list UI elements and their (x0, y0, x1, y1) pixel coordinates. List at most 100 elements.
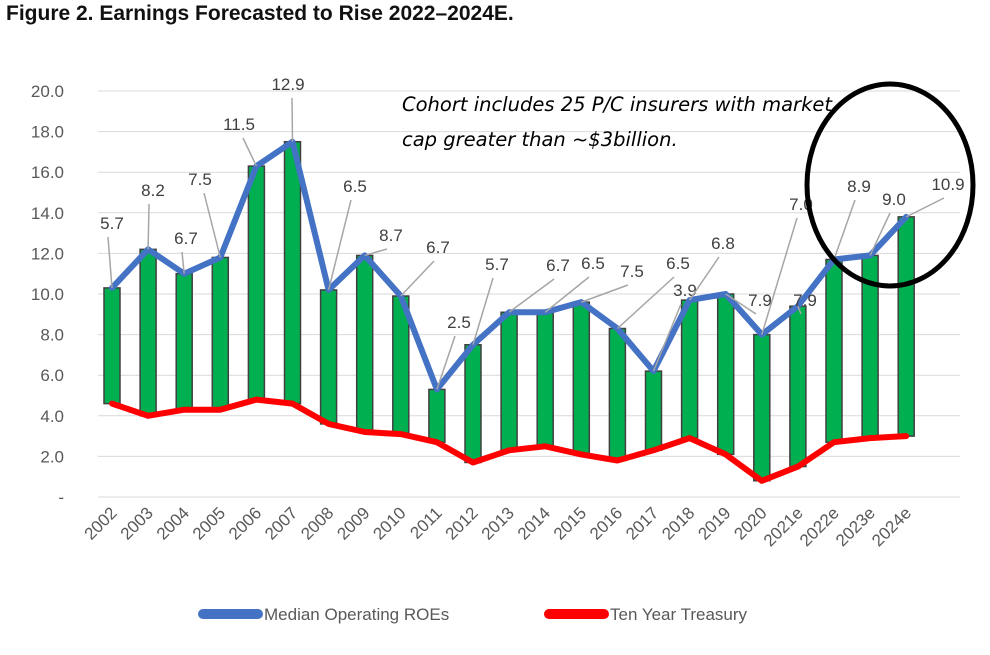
gridlines (98, 90, 960, 498)
spread-data-label: 2.5 (447, 313, 471, 332)
spread-bar (428, 388, 446, 443)
x-tick-label: 2019 (694, 503, 734, 543)
data-label-leader (203, 192, 222, 258)
data-label-leader (291, 97, 294, 142)
spread-data-label: 6.8 (711, 234, 735, 253)
spread-data-label: 9.0 (882, 190, 906, 209)
x-tick-label: 2009 (333, 503, 373, 543)
data-label-leader (761, 217, 798, 335)
x-tick-label: 2007 (261, 503, 301, 543)
series-line-median-roe (109, 138, 910, 393)
y-tick-label: 14.0 (31, 204, 64, 223)
spread-data-label: 6.5 (343, 177, 367, 196)
spread-bar (753, 333, 771, 482)
spread-bar (464, 344, 482, 464)
spread-data-label: 7.9 (748, 291, 772, 310)
data-label-leader (652, 303, 682, 372)
x-tick-label: 2015 (550, 503, 590, 543)
data-label-leader (833, 199, 856, 260)
data-label-leader (797, 305, 802, 315)
spread-data-labels: 5.7 8.2 6.7 7.5 11.5 12.9 6.5 8.7 6.7 2.5 5.7 6.7 6.… (100, 75, 965, 390)
spread-bar (716, 293, 735, 456)
y-tick-label: 12.0 (31, 244, 64, 263)
spread-bar (139, 248, 157, 417)
spread-data-label: 5.7 (485, 255, 509, 274)
spread-data-label: 6.7 (174, 229, 198, 248)
spread-bar (283, 141, 302, 405)
y-tick-label: 18.0 (31, 123, 64, 142)
x-axis-ticks: 2002200320042005200620072008200920102011… (81, 503, 915, 550)
spread-bar (211, 256, 230, 411)
x-tick-label: 2013 (478, 503, 518, 543)
series-line-ten-year-treasury (109, 396, 910, 484)
highlight-circle (804, 81, 976, 289)
spread-data-label: 6.7 (426, 238, 450, 257)
spread-bar (103, 287, 121, 405)
spread-data-label: 11.5 (223, 115, 255, 134)
data-label-leader (436, 335, 456, 390)
x-tick-label: 2003 (117, 503, 157, 543)
data-label-leader (327, 199, 352, 291)
figure-title: Figure 2. Earnings Forecasted to Rise 20… (6, 2, 514, 25)
data-label-leader (107, 236, 113, 288)
legend-treasury-label: Ten Year Treasury (610, 605, 748, 624)
data-label-leader (688, 256, 720, 301)
spread-bar (825, 258, 843, 443)
spread-data-label: 8.2 (141, 181, 165, 200)
y-tick-label: 4.0 (40, 407, 64, 426)
spread-bar (536, 311, 554, 447)
annotation-line-2: cap greater than ~$3billion. (402, 128, 678, 151)
spread-data-label: 6.5 (581, 254, 605, 273)
data-label-leader (905, 197, 945, 218)
spread-data-label: 8.9 (847, 177, 871, 196)
legend: Median Operating ROEs Ten Year Treasury (198, 605, 748, 624)
spread-data-label: 3.9 (673, 281, 697, 300)
data-label-leader (400, 260, 435, 297)
data-label-leader (869, 212, 891, 256)
spread-data-label: 5.7 (100, 214, 124, 233)
spread-bar (644, 370, 663, 452)
spread-bar (680, 299, 699, 439)
spread-data-label: 7.5 (188, 170, 212, 189)
spread-data-label: 6.7 (546, 256, 570, 275)
x-tick-label: 2017 (622, 503, 662, 543)
y-tick-label: - (58, 488, 64, 507)
y-axis-ticks: - 2.0 4.0 6.0 8.0 10.0 12.0 14.0 16.0 18.0 20.0 (31, 82, 64, 507)
x-tick-label: 2004 (153, 503, 193, 543)
data-label-leader (364, 248, 388, 257)
y-tick-label: 8.0 (40, 326, 64, 345)
x-tick-label: 2023e (832, 503, 879, 550)
x-tick-label: 2005 (189, 503, 229, 543)
data-label-leader (181, 251, 185, 274)
data-label-leader (472, 277, 494, 345)
data-label-leader (581, 284, 629, 303)
spread-data-label: 12.9 (271, 75, 304, 94)
spread-bar (355, 254, 374, 433)
x-tick-label: 2016 (586, 503, 626, 543)
spread-bars (103, 141, 915, 482)
x-tick-label: 2006 (225, 503, 265, 543)
y-tick-label: 10.0 (31, 285, 64, 304)
spread-bar (897, 216, 915, 437)
data-label-leader (242, 137, 258, 167)
spread-data-label: 10.9 (931, 175, 964, 194)
series-lines (109, 138, 910, 484)
y-tick-label: 20.0 (31, 82, 64, 101)
annotation-line-1: Cohort includes 25 P/C insurers with mar… (402, 93, 833, 116)
y-tick-label: 6.0 (40, 366, 64, 385)
spread-bar (175, 272, 193, 411)
spread-bar (247, 165, 266, 401)
spread-bar (319, 289, 338, 425)
x-tick-label: 2002 (81, 503, 121, 543)
legend-roe-label: Median Operating ROEs (264, 605, 449, 624)
spread-data-label: 6.5 (666, 254, 690, 273)
spread-bar (500, 311, 518, 452)
spread-data-label: 7.5 (620, 262, 644, 281)
x-tick-label: 2011 (406, 503, 445, 542)
chart-area (0, 38, 990, 655)
spread-data-label: 8.7 (379, 226, 403, 245)
spread-data-label: 7.9 (793, 291, 817, 310)
y-tick-label: 16.0 (31, 163, 64, 182)
data-label-leader (544, 276, 590, 313)
